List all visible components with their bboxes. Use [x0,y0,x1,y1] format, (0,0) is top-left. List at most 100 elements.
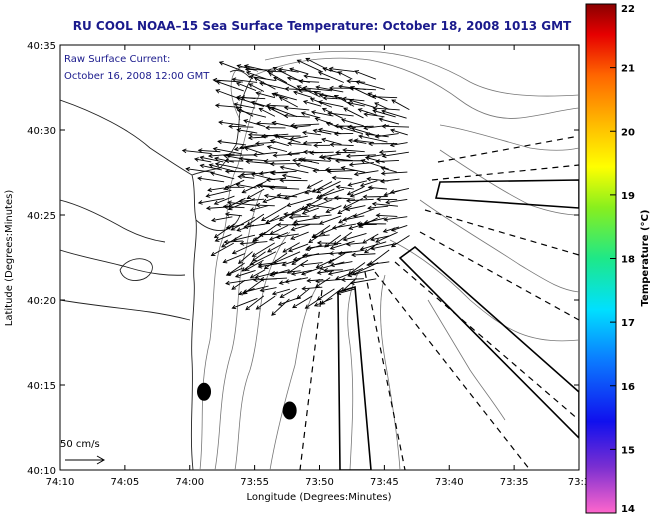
current-vector [317,188,345,199]
current-vector [238,251,253,264]
current-vector [243,146,265,155]
current-vector [290,123,320,128]
current-vector [207,187,225,193]
x-tick-label: 73:40 [435,477,464,488]
x-tick-label: 74:10 [46,477,75,488]
current-vector [283,211,301,217]
buoy-marker [197,382,212,401]
current-vector [236,108,267,118]
current-vector [257,261,287,269]
current-vector [381,124,410,129]
current-vector [270,170,297,176]
channel-south [337,285,372,470]
current-vector [302,85,333,92]
current-vector [266,145,288,153]
current-vector [341,277,357,292]
current-vector [322,196,342,202]
current-vector [281,258,300,267]
current-vector [316,240,342,246]
x-axis-label: Longitude (Degrees:Minutes) [246,492,391,503]
current-vector [340,165,366,173]
current-vector [301,286,323,291]
current-vector [355,80,385,90]
current-vector [225,267,243,276]
current-vector [359,180,378,188]
current-vector [282,242,300,253]
current-vector [235,182,257,189]
current-vector [315,85,344,93]
current-vector [363,112,385,118]
current-vector [265,214,288,225]
current-vector [337,205,352,214]
current-vector [349,278,377,285]
current-vector [283,105,310,111]
current-vector [214,234,232,242]
current-vector [263,193,290,200]
colorbar-label: Temperature (°C) [640,210,651,307]
current-vector [232,234,256,242]
current-vector [231,242,258,255]
current-vector [273,92,297,101]
current-vector [331,223,356,230]
current-vector [375,213,398,218]
colorbar-tick-label: 15 [621,445,635,456]
chart-title: RU COOL NOAA–15 Sea Surface Temperature:… [73,19,572,33]
current-vector [309,97,333,108]
current-vector [212,77,243,83]
plot-frame [59,44,580,471]
current-vector [242,285,269,294]
current-vector [317,71,344,83]
current-vector [197,176,225,183]
current-vector [193,157,212,163]
current-vector [312,128,332,135]
current-vector [323,268,343,273]
annotation-line-2: October 16, 2008 12:00 GMT [64,71,210,82]
current-vector [358,134,388,143]
current-vector [347,268,375,278]
annotation-line-1: Raw Surface Current: [64,54,170,65]
current-vector [252,151,278,157]
current-vector [235,82,257,91]
y-axis-label: Latitude (Degrees:Minutes) [4,190,15,327]
current-vector [211,216,233,223]
current-vector [199,163,222,171]
current-vector [383,216,408,222]
current-vector [348,98,375,108]
current-vector [378,149,397,155]
current-vector [342,147,365,153]
current-vector [210,171,235,180]
current-vector [287,243,309,253]
current-vector [390,128,408,136]
current-vector [291,222,321,227]
current-vector [205,189,232,198]
plot-area: Raw Surface Current: October 16, 2008 12… [59,44,580,471]
current-vector [197,148,221,153]
current-vector [338,214,355,224]
current-vector [315,258,335,269]
current-vector [278,96,298,108]
current-vector [269,161,297,167]
current-vector [240,95,266,100]
current-vector [283,113,310,119]
current-vector [245,71,267,80]
current-vector [382,226,400,233]
current-vector [268,232,289,241]
current-vector [288,214,310,220]
current-vector [303,74,330,81]
current-vector [335,184,354,190]
current-vector [333,195,356,201]
current-vector [255,295,276,310]
current-vector [270,106,298,118]
current-vector [306,244,335,250]
colorbar: 22 21 20 19 18 17 16 15 14 Temperature (°C) [585,3,651,515]
current-vector [370,235,390,242]
current-vector [224,158,244,164]
current-vector [312,214,332,219]
current-vector [244,259,264,271]
current-vector [256,121,277,126]
current-vector [389,188,409,195]
current-vector [255,202,275,208]
current-vector [241,180,267,194]
current-vector [349,187,375,198]
current-vector [224,184,245,190]
